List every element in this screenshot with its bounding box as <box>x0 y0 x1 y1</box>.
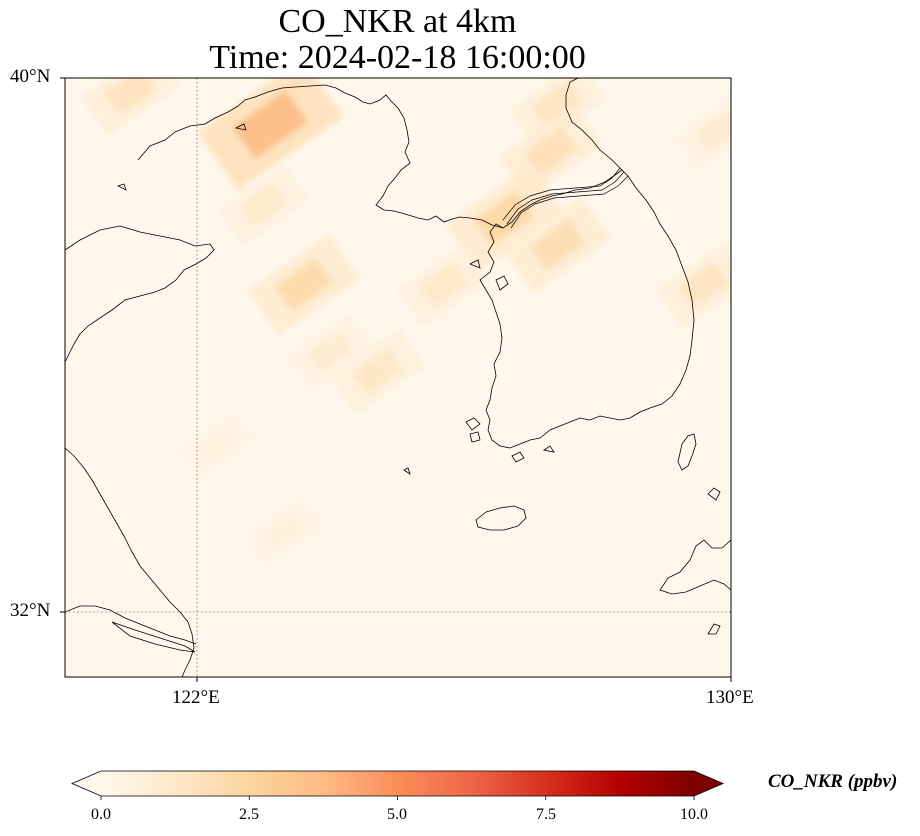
coastline-chongming <box>111 621 196 653</box>
coastline-yangtze-estuary <box>65 605 197 645</box>
hotspot-12 <box>694 110 731 153</box>
lat-label-32n: 32°N <box>10 600 51 621</box>
hotspot-14 <box>196 426 238 464</box>
coastline-korea-islands <box>403 259 555 475</box>
coastline-korea-west <box>479 223 521 449</box>
coastline-goto <box>707 487 721 501</box>
colorbar-tick-label-3: 7.5 <box>536 806 556 823</box>
colorbar-tick-label-0: 0.0 <box>91 806 111 823</box>
hotspot-6 <box>678 261 730 309</box>
plot-area <box>65 78 731 677</box>
plot-frame <box>64 77 732 678</box>
border-korea-dmz <box>502 167 629 229</box>
coastline-kyushu <box>659 539 731 595</box>
hotspot-8 <box>419 262 469 308</box>
hotspot-9 <box>240 183 288 227</box>
colorbar-tick-marks <box>100 796 695 800</box>
hotspot-7 <box>274 258 333 312</box>
colorbar <box>70 770 725 800</box>
lon-label-130e: 130°E <box>706 687 754 708</box>
hotspot-0 <box>233 90 308 159</box>
coastline-tsushima <box>677 433 697 471</box>
tick-marks <box>60 77 732 682</box>
hotspot-3 <box>523 126 578 177</box>
coastline-china-south <box>65 447 195 677</box>
coastline-liaodong-north <box>137 84 623 229</box>
title-line-1: CO_NKR at 4km <box>278 3 517 40</box>
colorbar-body <box>101 771 694 796</box>
hotspot-11 <box>307 330 354 373</box>
hotspot-5 <box>529 219 586 271</box>
hotspot-10 <box>352 349 403 395</box>
lon-label-122e: 122°E <box>172 687 220 708</box>
colorbar-extend-max <box>694 771 723 796</box>
coastline-korea-east <box>519 169 695 445</box>
coastline-korea-northeast <box>565 78 623 171</box>
coastline-jeju <box>475 505 527 531</box>
lat-label-40n: 40°N <box>10 66 51 87</box>
colorbar-tick-label-1: 2.5 <box>239 806 259 823</box>
hotspot-2 <box>532 81 583 128</box>
coastline-bohai-islands <box>116 123 247 191</box>
colorbar-label: CO_NKR (ppbv) <box>768 771 898 792</box>
map-title: CO_NKR at 4km Time: 2024-02-18 16:00:00 <box>0 4 795 76</box>
concentration-field <box>79 78 731 570</box>
coastline-small-island <box>707 623 721 635</box>
colorbar-tick-label-4: 10.0 <box>680 806 708 823</box>
colorbar-tick-label-2: 5.0 <box>387 806 407 823</box>
colorbar-extend-min <box>72 771 101 796</box>
hotspot-13 <box>262 512 305 552</box>
coastlines <box>65 78 731 677</box>
title-line-2: Time: 2024-02-18 16:00:00 <box>209 39 586 76</box>
coastline-china-mainland <box>65 225 215 363</box>
hotspot-1 <box>104 78 157 115</box>
